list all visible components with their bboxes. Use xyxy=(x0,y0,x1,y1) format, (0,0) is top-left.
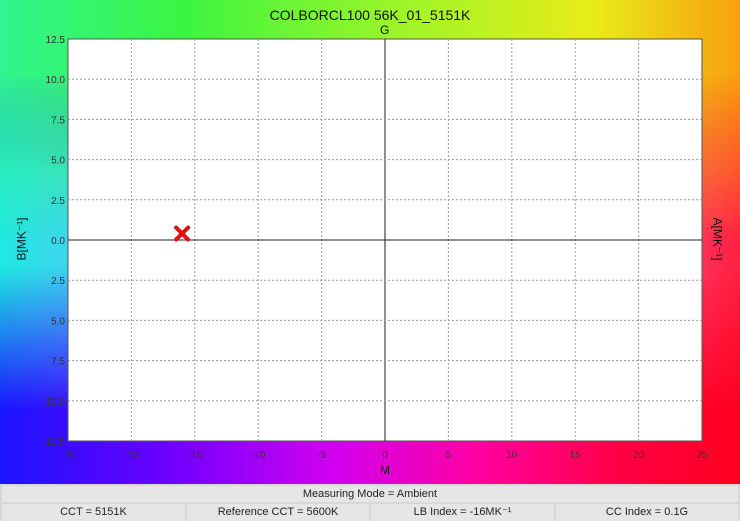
y-tick-label: 10.0 xyxy=(46,75,66,86)
x-tick-label: 10 xyxy=(506,450,518,461)
y-tick-label: 7.5 xyxy=(51,115,65,126)
y-tick-label: 7.5 xyxy=(51,357,65,368)
x-tick-label: 0 xyxy=(382,450,388,461)
x-tick-label: -15 xyxy=(188,450,203,461)
y-tick-label: 2.5 xyxy=(51,196,65,207)
measuring-mode: Measuring Mode = Ambient xyxy=(2,486,738,502)
x-tick-label: 20 xyxy=(633,450,645,461)
y-tick-label: 10.0 xyxy=(46,397,66,408)
y-tick-label: 12.5 xyxy=(46,35,66,46)
y-tick-label: 5.0 xyxy=(51,316,65,327)
x-tick-label: -25 xyxy=(61,450,76,461)
top-axis-label: G xyxy=(380,23,390,37)
x-tick-label: -20 xyxy=(124,450,139,461)
cct-value: CCT = 5151K xyxy=(2,504,185,521)
lb-index-value: LB Index = -16MK⁻¹ xyxy=(371,504,554,521)
data-point-x-marker xyxy=(174,225,191,242)
reference-cct-value: Reference CCT = 5600K xyxy=(187,504,369,521)
x-tick-label: -10 xyxy=(251,450,266,461)
x-axis-label: M xyxy=(380,463,390,477)
plot-area: -25 -20 -15 -10 -5 0 5 10 15 20 25 12.5 10.0 7.5 5.0 2.… xyxy=(46,35,708,461)
cc-index-value: CC Index = 0.1G xyxy=(556,504,738,521)
y-tick-label: 12.5 xyxy=(46,437,66,448)
y-tick-label: 0.0 xyxy=(51,236,65,247)
chart-title: COLBORCL100 56K_01_5151K xyxy=(269,7,471,23)
x-tick-label: 5 xyxy=(446,450,452,461)
x-tick-label: 15 xyxy=(570,450,582,461)
y-tick-label: 5.0 xyxy=(51,156,65,167)
y-tick-label: 2.5 xyxy=(51,276,65,287)
x-tick-label: -5 xyxy=(317,450,326,461)
x-tick-label: 25 xyxy=(696,450,708,461)
status-panel: Measuring Mode = Ambient CCT = 5151K Ref… xyxy=(0,484,740,521)
